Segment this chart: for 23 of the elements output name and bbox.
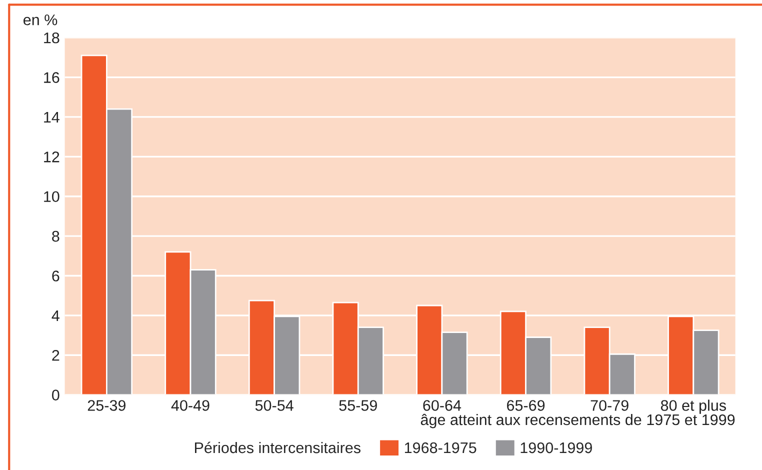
y-tick-label: 6 — [52, 270, 60, 282]
y-tick-label: 0 — [52, 390, 60, 400]
x-tick-label: 60-64 — [423, 400, 462, 411]
y-tick-label: 10 — [44, 191, 60, 202]
legend-label: 1968-1975 — [404, 442, 476, 454]
x-tick-label: 55-59 — [339, 400, 377, 411]
y-tick-label: 8 — [52, 230, 60, 242]
legend-title: Périodes intercensitaires — [195, 442, 360, 454]
y-tick-label: 18 — [44, 32, 60, 44]
y-tick-label: 12 — [44, 152, 60, 162]
y-tick-label: 4 — [52, 310, 60, 321]
x-tick-label: 70-79 — [590, 400, 628, 411]
x-tick-label: 25-39 — [88, 400, 126, 411]
y-tick-label: 2 — [52, 350, 60, 361]
y-tick-label: 14 — [44, 112, 60, 123]
legend-label: 1990-1999 — [520, 442, 592, 454]
x-tick-label: 80 et plus — [660, 400, 726, 414]
x-tick-label: 40-49 — [171, 400, 210, 411]
y-axis-title: en % — [24, 14, 58, 26]
x-tick-label: 65-69 — [507, 400, 545, 411]
y-tick-label: 16 — [44, 72, 60, 83]
x-tick-label: 50-54 — [255, 400, 294, 411]
x-axis-title: âge atteint aux recensements de 1975 et 1999 — [420, 414, 735, 428]
